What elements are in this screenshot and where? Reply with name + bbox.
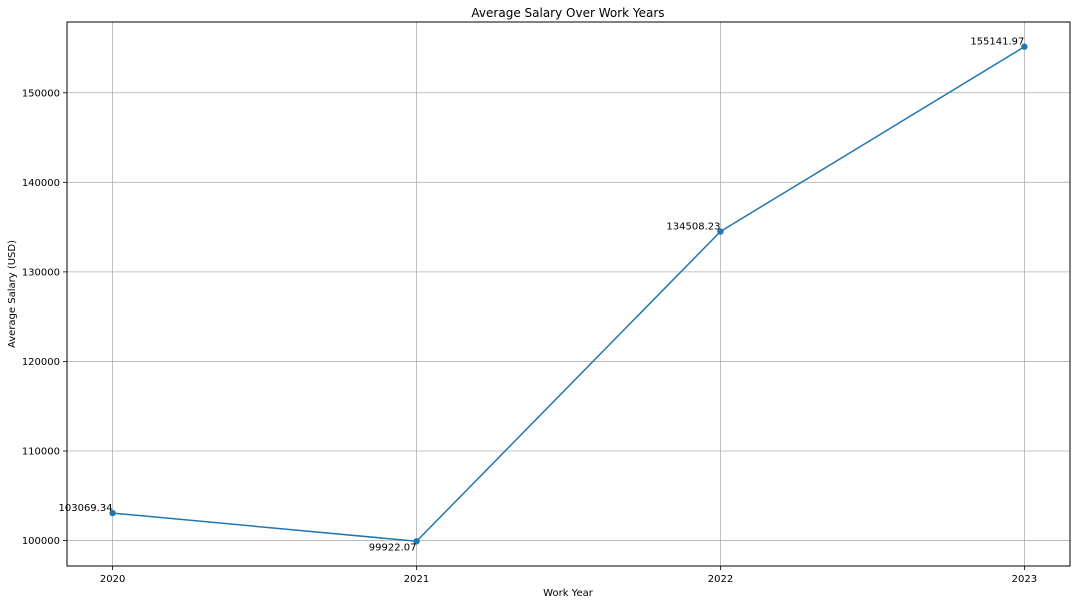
y-tick-label: 140000: [22, 178, 60, 189]
y-tick-label: 100000: [22, 536, 60, 547]
x-tick-label: 2020: [100, 574, 125, 585]
x-tick-label: 2022: [708, 574, 733, 585]
x-axis-ticks: 2020 2021 2022 2023: [100, 566, 1037, 585]
y-axis-ticks: 100000 110000 120000 130000 140000 150000: [22, 88, 67, 547]
data-point-marker: [1021, 43, 1028, 50]
y-tick-label: 130000: [22, 267, 60, 278]
data-point-marker: [109, 509, 116, 517]
x-tick-label: 2023: [1012, 574, 1037, 585]
series-layer: [109, 43, 1028, 545]
series-line: [112, 46, 1025, 543]
y-axis-label: Average Salary (USD): [7, 240, 18, 348]
data-point-marker: [717, 228, 724, 235]
x-tick-label: 2021: [404, 574, 429, 585]
x-axis-label: Work Year: [543, 588, 594, 599]
y-tick-label: 110000: [22, 447, 60, 458]
data-point-label: 155141.97: [970, 37, 1024, 48]
data-labels: 103069.34 99922.07 134508.23 155141.97: [59, 37, 1025, 554]
chart-title: Average Salary Over Work Years: [471, 6, 664, 20]
data-point-label: 99922.07: [369, 542, 417, 553]
y-tick-label: 120000: [22, 357, 60, 368]
data-point-label: 134508.23: [666, 222, 720, 233]
plot-area-frame: [66, 21, 1071, 567]
y-tick-label: 150000: [22, 88, 60, 99]
data-point-marker: [413, 538, 420, 545]
data-point-label: 103069.34: [59, 503, 113, 514]
grid-lines: [67, 22, 1070, 566]
